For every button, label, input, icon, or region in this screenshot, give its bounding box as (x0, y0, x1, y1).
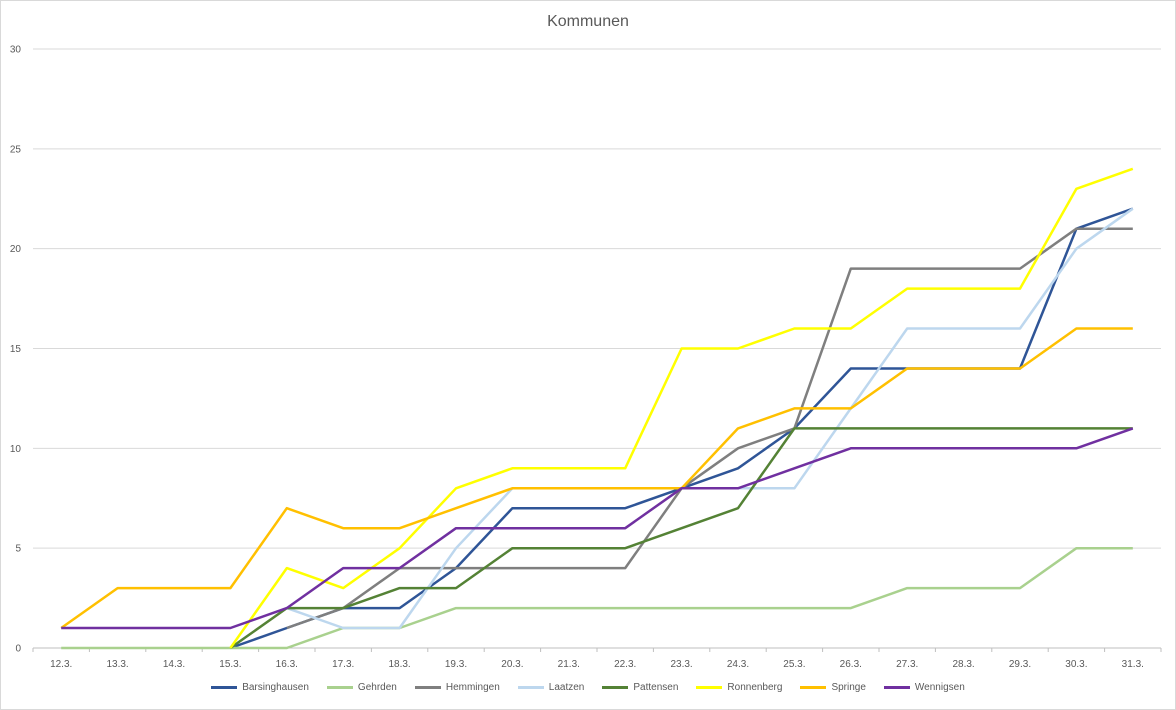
series-line (286, 207, 1134, 630)
y-tick-label: 30 (10, 45, 22, 56)
chart-title: Kommunen (547, 13, 629, 30)
x-tick-label: 30.3. (1065, 659, 1087, 670)
series-pattensen (229, 427, 1133, 650)
series-line (60, 327, 1133, 630)
x-tick-label: 29.3. (1009, 659, 1031, 670)
legend-label: Pattensen (633, 682, 679, 693)
legend-item: Ronnenberg (696, 682, 782, 693)
legend-label: Wennigsen (914, 682, 965, 693)
legend-label: Springe (831, 682, 866, 693)
x-tick-label: 21.3. (558, 659, 580, 670)
legend-swatch (211, 686, 238, 689)
series-ronnenberg (229, 167, 1134, 649)
x-tick-label: 20.3. (501, 659, 523, 670)
legend-swatch (517, 686, 544, 689)
legend-swatch (326, 686, 353, 689)
series-gehrden (61, 546, 1133, 650)
series-line (229, 427, 1133, 650)
y-tick-label: 20 (10, 244, 22, 255)
legend-label: Barsinghausen (242, 682, 309, 693)
x-tick-label: 13.3. (106, 659, 128, 670)
series-wennigsen (61, 427, 1134, 630)
legend-swatch (883, 686, 910, 689)
y-tick-label: 25 (10, 144, 22, 155)
legend-item: Barsinghausen (211, 682, 309, 693)
x-tick-label: 16.3. (276, 659, 298, 670)
chart-legend: Barsinghausen Gehrden Hemmingen Laatzen Patt… (1, 682, 1175, 693)
x-tick-label: 27.3. (896, 659, 918, 670)
legend-swatch (602, 686, 629, 689)
x-tick-label: 24.3. (727, 659, 749, 670)
x-tick-label: 26.3. (840, 659, 862, 670)
x-tick-label: 31.3. (1122, 659, 1144, 670)
x-tick-label: 25.3. (783, 659, 805, 670)
series-laatzen (286, 207, 1134, 630)
series-line (61, 546, 1133, 650)
legend-item: Gehrden (326, 682, 397, 693)
x-tick-label: 28.3. (952, 659, 974, 670)
x-tick-label: 14.3. (163, 659, 185, 670)
series-hemmingen (286, 227, 1133, 630)
x-tick-label: 19.3. (445, 659, 467, 670)
y-tick-label: 15 (10, 344, 22, 355)
y-tick-label: 5 (15, 544, 21, 555)
legend-item: Hemmingen (414, 682, 500, 693)
legend-swatch (800, 686, 827, 689)
legend-label: Ronnenberg (727, 682, 783, 693)
legend-item: Laatzen (517, 682, 585, 693)
series-line (61, 427, 1134, 630)
y-tick-label: 10 (10, 444, 22, 455)
x-tick-label: 15.3. (219, 659, 241, 670)
series-line (286, 227, 1133, 630)
y-tick-label: 0 (15, 644, 21, 655)
legend-item: Springe (800, 682, 866, 693)
x-tick-label: 17.3. (332, 659, 354, 670)
legend-label: Gehrden (357, 682, 397, 693)
legend-label: Laatzen (548, 682, 585, 693)
series-springe (60, 327, 1133, 630)
series-line (229, 167, 1134, 649)
x-tick-label: 18.3. (388, 659, 410, 670)
x-tick-label: 23.3. (670, 659, 692, 670)
legend-swatch (414, 686, 441, 689)
legend-item: Pattensen (602, 682, 678, 693)
legend-item: Wennigsen (883, 682, 965, 693)
x-tick-label: 12.3. (50, 659, 72, 670)
x-tick-label: 22.3. (614, 659, 636, 670)
legend-label: Hemmingen (445, 682, 500, 693)
legend-swatch (696, 686, 723, 689)
